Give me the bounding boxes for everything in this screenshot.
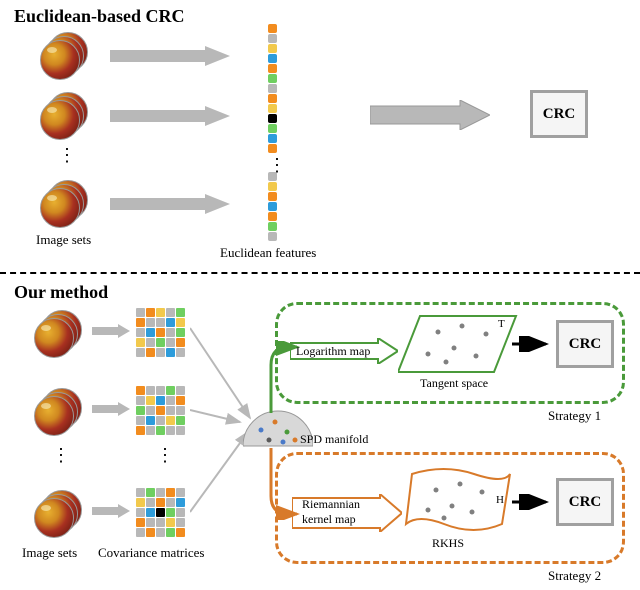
cov-label: Covariance matrices (98, 545, 204, 561)
arrow-imgset3-feat (110, 194, 230, 214)
logmap-label: Logarithm map (296, 344, 370, 359)
spd-label: SPD manifold (300, 432, 368, 447)
crc-box-s1: CRC (556, 320, 614, 368)
vdots-top-1: ⋮ (58, 152, 76, 158)
image-set-1 (40, 32, 88, 80)
cov-matrix-2 (136, 386, 185, 435)
feature-col-1 (268, 24, 277, 93)
arrow-b1-cov (92, 324, 130, 338)
image-set-b2 (34, 388, 82, 436)
cov-matrix-1 (136, 308, 185, 357)
arrow-to-crc-top (370, 100, 490, 130)
tangent-label: Tangent space (420, 376, 488, 391)
vdots-b1: ⋮ (52, 452, 70, 458)
image-sets-label-bottom: Image sets (22, 545, 77, 561)
crc-box-s2: CRC (556, 478, 614, 526)
rkhs-label: RKHS (432, 536, 464, 551)
cov-matrix-3 (136, 488, 185, 537)
rkhs-letter: H (496, 494, 504, 506)
tangent-letter: T (498, 318, 505, 330)
vdots-top-2: ⋮ (268, 162, 286, 168)
image-set-2 (40, 92, 88, 140)
arrow-b2-cov (92, 402, 130, 416)
strategy2-label: Strategy 2 (548, 568, 601, 584)
feature-col-3 (268, 172, 277, 241)
vdots-b2: ⋮ (156, 452, 174, 458)
strategy1-label: Strategy 1 (548, 408, 601, 424)
arrow-imgset2-feat (110, 106, 230, 126)
features-label: Euclidean features (220, 245, 316, 261)
section-separator (0, 272, 640, 274)
arrow-b3-cov (92, 504, 130, 518)
kernelmap-label1: Riemannian (302, 497, 360, 512)
kernelmap-label2: kernel map (302, 512, 356, 527)
top-title: Euclidean-based CRC (14, 6, 185, 27)
feature-col-2 (268, 84, 277, 153)
arrow-rkhs-crc (512, 494, 554, 510)
image-set-3 (40, 180, 88, 228)
image-set-b1 (34, 310, 82, 358)
arrow-tangent-crc (512, 336, 554, 352)
bottom-title: Our method (14, 282, 108, 303)
image-sets-label-top: Image sets (36, 232, 91, 248)
crc-box-top: CRC (530, 90, 588, 138)
arrow-imgset1-feat (110, 46, 230, 66)
image-set-b3 (34, 490, 82, 538)
